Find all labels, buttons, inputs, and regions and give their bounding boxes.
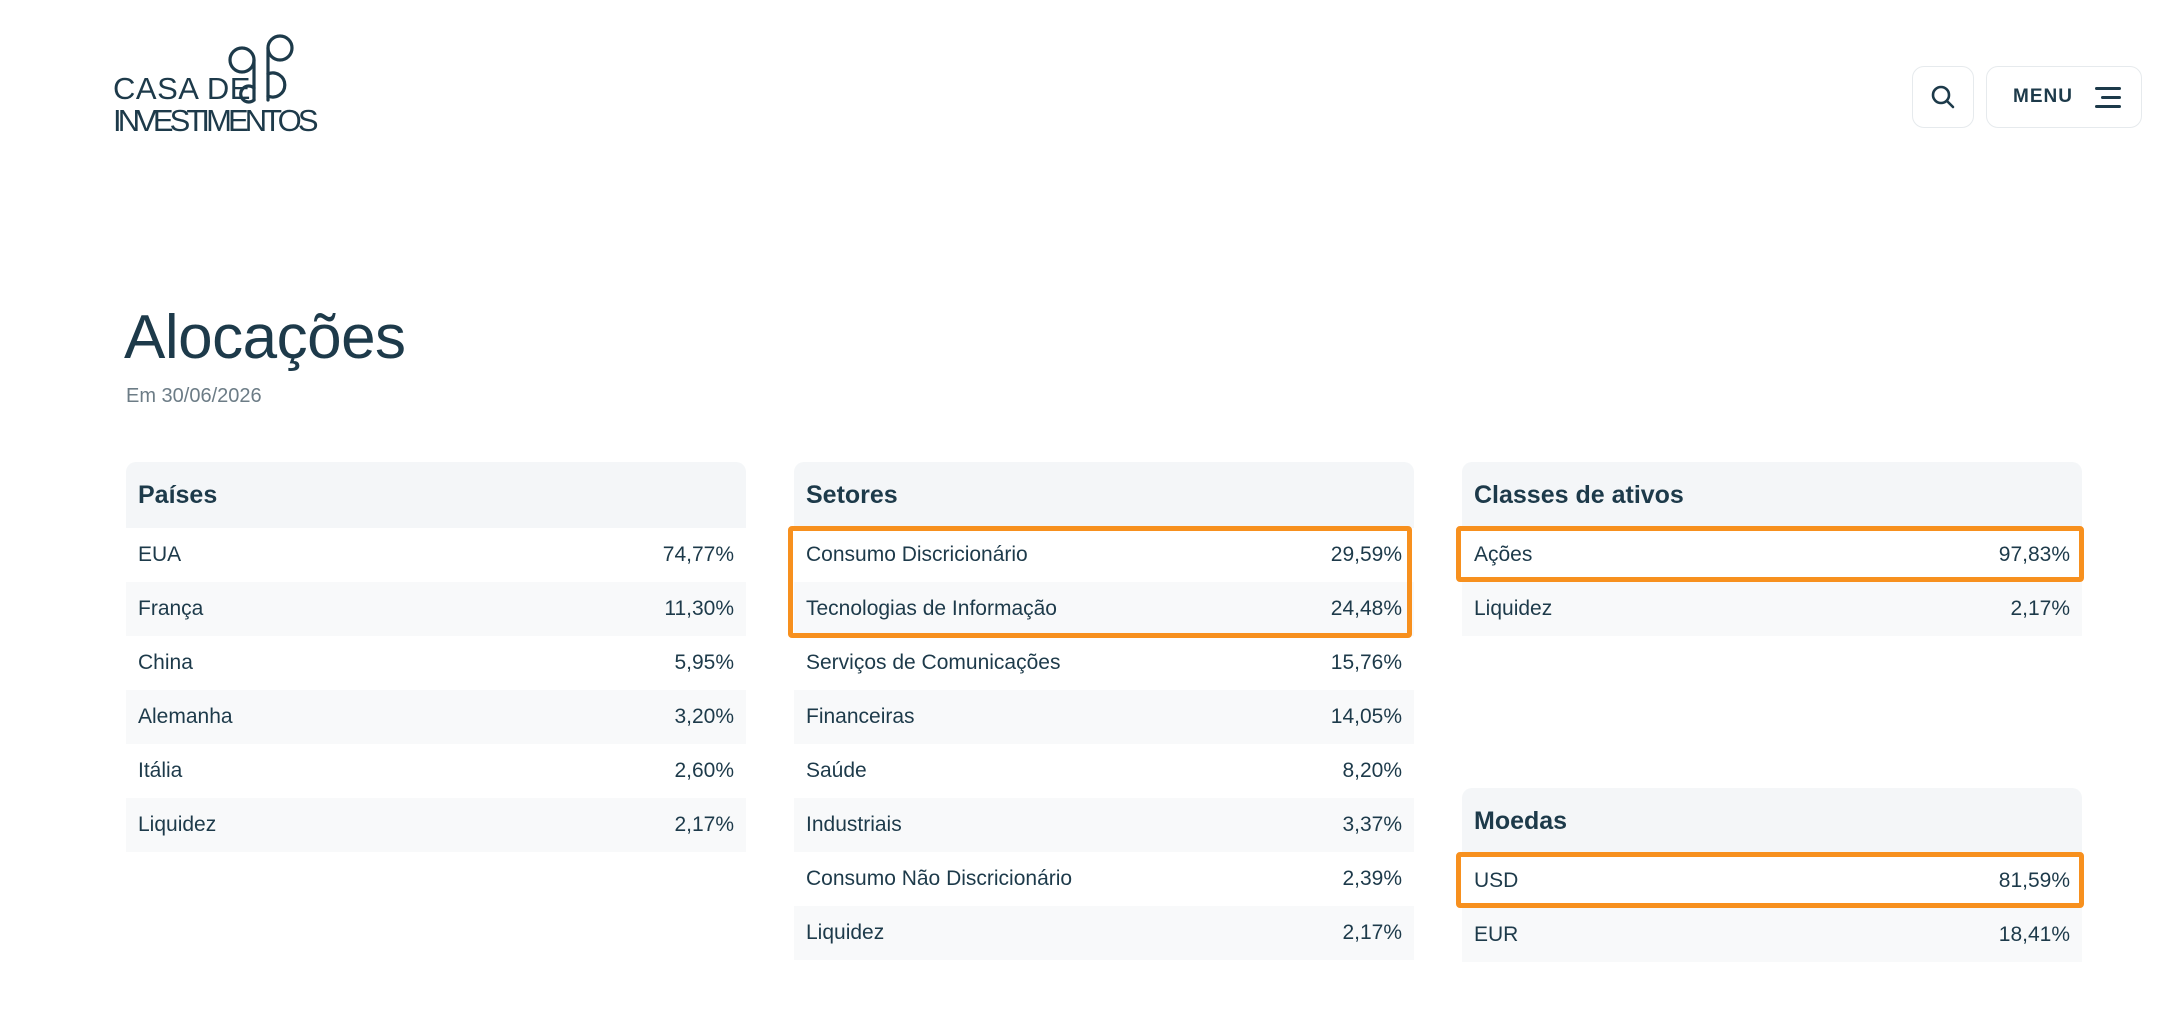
paises-list: EUA 74,77% França 11,30% China 5,95% Aleman… — [126, 528, 746, 852]
row-label: Saúde — [806, 759, 867, 782]
list-item: Alemanha 3,20% — [126, 690, 746, 744]
row-value: 81,59% — [1998, 869, 2070, 892]
row-label: Consumo Não Discricionário — [806, 867, 1073, 890]
svg-text:CASA DE: CASA DE — [113, 71, 251, 106]
row-value: 2,17% — [1342, 921, 1402, 944]
classes-title: Classes de ativos — [1462, 462, 2082, 528]
moedas-title: Moedas — [1462, 788, 2082, 854]
list-item: Ações 97,83% — [1462, 528, 2082, 582]
row-label: Itália — [138, 759, 183, 782]
list-item: Liquidez 2,17% — [794, 906, 1414, 960]
svg-text:INVESTIMENTOS: INVESTIMENTOS — [113, 103, 319, 138]
list-item: Itália 2,60% — [126, 744, 746, 798]
classes-card: Classes de ativos Ações 97,83% Liquidez 2,… — [1462, 462, 2082, 636]
menu-button[interactable]: MENU — [1986, 66, 2142, 128]
page-subtitle: Em 30/06/2026 — [126, 385, 262, 407]
list-item: Industriais 3,37% — [794, 798, 1414, 852]
moedas-list: USD 81,59% EUR 18,41% — [1462, 854, 2082, 962]
search-button[interactable] — [1912, 66, 1974, 128]
site-header: CASA DE INVESTIMENTOS MENU — [0, 0, 2164, 160]
list-item: USD 81,59% — [1462, 854, 2082, 908]
list-item: EUR 18,41% — [1462, 908, 2082, 962]
row-label: Liquidez — [806, 921, 885, 944]
row-value: 2,60% — [674, 759, 734, 782]
row-label: Ações — [1474, 543, 1533, 566]
row-value: 29,59% — [1330, 543, 1402, 566]
hamburger-icon — [2095, 85, 2121, 109]
list-item: Consumo Discricionário 29,59% — [794, 528, 1414, 582]
row-value: 97,83% — [1998, 543, 2070, 566]
list-item: Consumo Não Discricionário 2,39% — [794, 852, 1414, 906]
list-item: EUA 74,77% — [126, 528, 746, 582]
list-item: Saúde 8,20% — [794, 744, 1414, 798]
row-value: 11,30% — [664, 597, 734, 620]
page-title: Alocações — [124, 303, 406, 372]
paises-card: Países EUA 74,77% França 11,30% China 5,95%… — [126, 462, 746, 852]
casa-de-investimentos-logo[interactable]: CASA DE INVESTIMENTOS — [112, 30, 322, 140]
row-value: 24,48% — [1330, 597, 1402, 620]
row-label: Liquidez — [138, 813, 217, 836]
setores-title: Setores — [794, 462, 1414, 528]
row-value: 15,76% — [1330, 651, 1402, 674]
row-label: EUA — [138, 543, 182, 566]
list-item: França 11,30% — [126, 582, 746, 636]
row-label: França — [138, 597, 204, 620]
row-label: Financeiras — [806, 705, 915, 728]
moedas-card: Moedas USD 81,59% EUR 18,41% — [1462, 788, 2082, 962]
row-value: 74,77% — [662, 543, 734, 566]
row-label: EUR — [1474, 923, 1519, 946]
row-value: 3,37% — [1342, 813, 1402, 836]
row-value: 8,20% — [1342, 759, 1402, 782]
search-icon — [1931, 85, 1955, 109]
row-label: Serviços de Comunicações — [806, 651, 1061, 674]
setores-list: Consumo Discricionário 29,59% Tecnologias… — [794, 528, 1414, 960]
list-item: Tecnologias de Informação 24,48% — [794, 582, 1414, 636]
row-label: Liquidez — [1474, 597, 1553, 620]
list-item: China 5,95% — [126, 636, 746, 690]
row-label: China — [138, 651, 193, 674]
list-item: Serviços de Comunicações 15,76% — [794, 636, 1414, 690]
row-value: 18,41% — [1998, 923, 2070, 946]
row-value: 3,20% — [674, 705, 734, 728]
row-label: Tecnologias de Informação — [806, 597, 1057, 620]
row-value: 2,39% — [1342, 867, 1402, 890]
row-label: Industriais — [806, 813, 902, 836]
list-item: Liquidez 2,17% — [126, 798, 746, 852]
classes-list: Ações 97,83% Liquidez 2,17% — [1462, 528, 2082, 636]
row-label: Alemanha — [138, 705, 233, 728]
row-label: Consumo Discricionário — [806, 543, 1028, 566]
list-item: Financeiras 14,05% — [794, 690, 1414, 744]
row-value: 14,05% — [1330, 705, 1402, 728]
row-value: 5,95% — [674, 651, 734, 674]
row-value: 2,17% — [674, 813, 734, 836]
row-value: 2,17% — [2010, 597, 2070, 620]
row-label: USD — [1474, 869, 1519, 892]
setores-card: Setores Consumo Discricionário 29,59% Tec… — [794, 462, 1414, 960]
list-item: Liquidez 2,17% — [1462, 582, 2082, 636]
paises-title: Países — [126, 462, 746, 528]
menu-label: MENU — [2013, 86, 2073, 107]
